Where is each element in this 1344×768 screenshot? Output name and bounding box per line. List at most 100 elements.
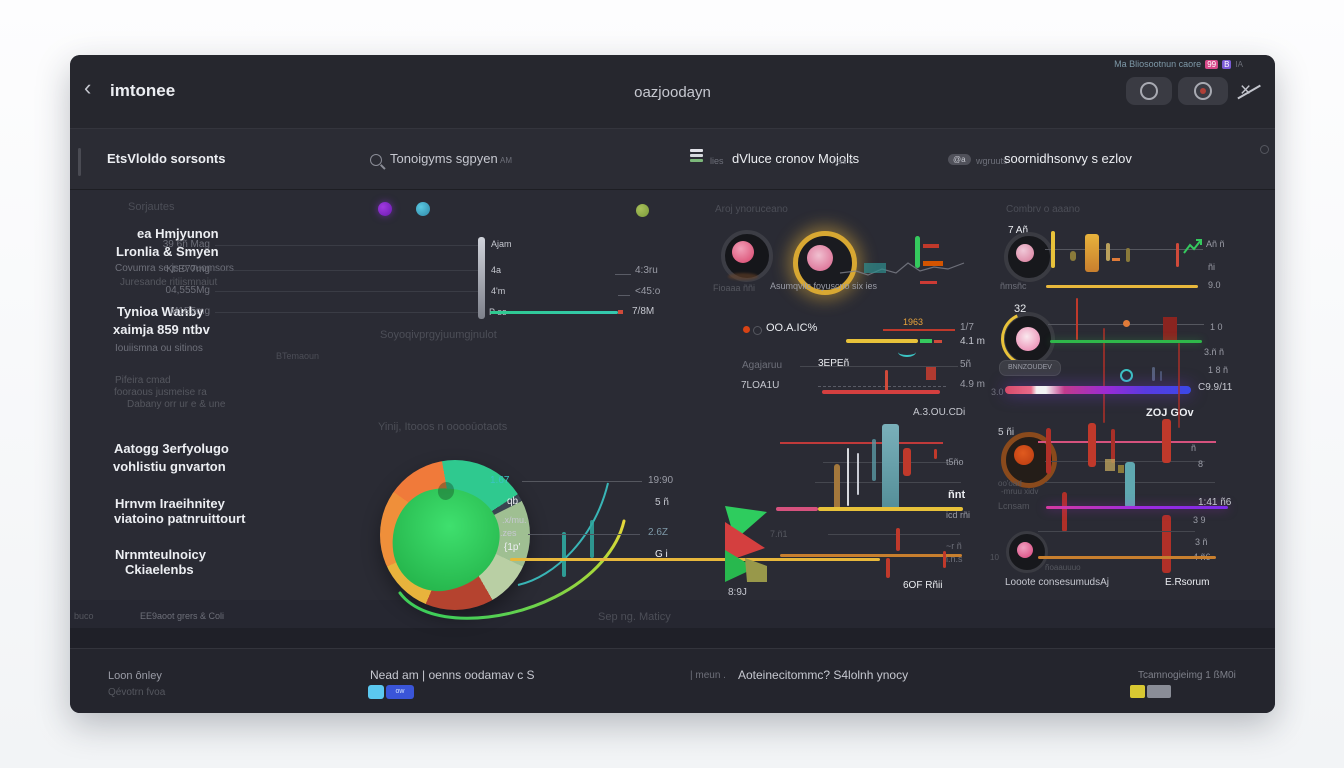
red-bar-4 [1162, 419, 1171, 463]
app-window: ‹ imtonee oazjoodayn Ma Bliosootnun caor… [70, 55, 1275, 713]
instrument-1-shadow [728, 273, 758, 280]
mid-teal-arc [898, 347, 916, 357]
right-gridline-1 [1045, 461, 1205, 462]
footer-badge-gray[interactable] [1147, 685, 1171, 698]
khaki-mark-3 [1126, 248, 1130, 262]
sidebar-item-6-line2[interactable]: vohlistiu gnvarton [113, 459, 226, 474]
record-button[interactable] [1178, 77, 1228, 105]
pie-label-4: .zes [500, 528, 517, 538]
strip-left-label: buco [74, 611, 94, 621]
search-icon[interactable] [370, 154, 382, 166]
sidebar-item-5-line2[interactable]: fooraous jusmeise ra [114, 387, 207, 398]
right-row3-value1: 1 0 [1210, 322, 1223, 332]
right-pill-badge[interactable]: BNNZOUDEV [999, 360, 1061, 376]
sidebar-item-5-line1[interactable]: Pifeira cmad [115, 375, 171, 386]
signal-circle-4[interactable] [1006, 531, 1048, 573]
sidebar-item-3-line1[interactable]: Tynioa Wanby [117, 304, 204, 319]
red-bar-1 [1046, 428, 1051, 474]
pie-value-1: 19:90 [648, 475, 674, 486]
signal-circle-2[interactable] [993, 304, 1063, 374]
alloc-row-mark: Ajam [491, 239, 512, 249]
gradient-progress-bar[interactable] [1005, 386, 1191, 394]
pie-label-3: .x/mu. [502, 515, 527, 525]
pie-leader-line [528, 534, 640, 535]
alloc-row-label: M1E5mg [169, 306, 210, 317]
mid-red-mark-1 [923, 244, 939, 248]
stacked-bars-icon [690, 149, 703, 164]
alloc-row-label: 39 6ñ Mag [162, 239, 210, 250]
right-bottom-label: Looote consesumudsAj [1005, 577, 1109, 588]
sidebar-item-1-line2[interactable]: Lronlia & Smyen [116, 244, 219, 259]
legend-dot-teal[interactable] [416, 202, 430, 216]
header-section4-prefix: wgruuts [976, 156, 1008, 166]
mid-mini-chart [839, 262, 965, 276]
blue-bar-1 [1152, 367, 1155, 381]
triangle-flag-icon[interactable] [721, 504, 769, 584]
right-row6-label: ñoaauuuo [1045, 563, 1081, 572]
pie-curves-overlay [398, 482, 626, 620]
window-center-title: oazjoodayn [634, 84, 711, 101]
instrument-1-label: Fioaaa ññi [713, 283, 756, 293]
signal-circle-1[interactable] [1004, 232, 1054, 282]
footer-badge-yellow[interactable] [1130, 685, 1145, 698]
allocation-pie-chart[interactable] [380, 460, 530, 610]
signal-1-core [1016, 244, 1034, 262]
sidebar-item-8-line1[interactable]: Nrnmteulnoicy [115, 547, 207, 562]
footer-badge-cyan[interactable] [368, 685, 384, 699]
sidebar-item-1-line1[interactable]: ea Hmjyunon [137, 226, 219, 241]
header-section-markets[interactable]: dVluce cronov Mojolts [732, 151, 860, 166]
titlebar-meta: Ma Bliosootnun caore 99 B IA [1114, 59, 1243, 69]
blue-bar-2 [1160, 371, 1162, 381]
header-scroll-handle[interactable] [78, 148, 81, 176]
legend-dot-purple[interactable] [378, 202, 392, 216]
sidebar-item-5-line3[interactable]: Dabany orr ur e & une [127, 399, 226, 410]
sidebar-item-6-line1[interactable]: Aatogg 3erfyolugo [114, 441, 229, 456]
pie-value-2: 5 ñ [655, 497, 669, 508]
red-bar-2 [1088, 423, 1096, 467]
header-section-accounts[interactable]: EtsVloldo sorsonts [107, 151, 226, 166]
red-spike-c [1178, 343, 1180, 428]
sidebar-item-8-line2[interactable]: Ckiaelenbs [125, 562, 194, 577]
right-highlight-value: ZOJ GOv [1146, 407, 1194, 419]
pie-label-5: {1p' [504, 542, 521, 553]
alloc-axis-bar[interactable] [478, 237, 485, 319]
instrument-circle-2[interactable] [793, 231, 857, 295]
clear-button[interactable]: × [1240, 80, 1252, 101]
right-value-6: 3 9 [1193, 515, 1206, 525]
right-row1-value2: ñi [1208, 262, 1216, 272]
footer-left-line1: Loon ônley [108, 670, 162, 682]
candle-white-1 [847, 448, 849, 506]
right-row5-value2: 8 [1198, 459, 1204, 469]
footer-mid-prefix: | meun . [690, 670, 726, 681]
avatar-button-1[interactable] [1126, 77, 1172, 105]
mid-row3-mid: 3EPEñ [818, 358, 850, 369]
header-section-search[interactable]: Tonoigyms sgpyen [390, 151, 498, 166]
sidebar-item-7-line2[interactable]: viatoino patnruittourt [114, 511, 246, 526]
red-spike-b [1103, 328, 1105, 423]
candle-tan-bar [834, 464, 840, 510]
right-header: Combrv o aaano [1006, 204, 1080, 215]
header-section-summary[interactable]: soornidhsonvy s ezlov [1004, 151, 1132, 166]
sidebar-item-2-line2[interactable]: Juresande ritiismnaiut [120, 277, 218, 288]
mid-green-tip [920, 339, 932, 343]
pie-label-1: 1.67 [490, 475, 510, 486]
orange-dot [1123, 320, 1130, 327]
khaki-mark-1 [1070, 251, 1076, 261]
sidebar-item-3-line2[interactable]: xaimja 859 ntbv [113, 322, 210, 337]
footer-badge-blue[interactable]: ow [386, 685, 414, 699]
mid-thick-red-bar [822, 390, 940, 394]
right-row1-value1: Añ ñ [1206, 239, 1225, 249]
meta-suffix: IA [1235, 59, 1243, 69]
gear-icon[interactable] [1260, 145, 1269, 154]
sidebar-item-2-line1[interactable]: Covumra se js o ouomsors [115, 263, 234, 274]
sidebar-item-4[interactable]: Iouiismna ou sitinos [115, 343, 203, 354]
legend-dot-green[interactable] [636, 204, 649, 217]
signal-3-core [1014, 445, 1034, 465]
sidebar-item-7-line1[interactable]: Hrnvm Iraeihnitey [115, 496, 225, 511]
right-row2-value: 9.0 [1208, 280, 1221, 290]
back-button[interactable]: ‹ [84, 75, 91, 101]
candle-teal-wide [882, 424, 899, 510]
pie-value-5: G i [655, 549, 668, 560]
mid-row1-value: 1/7 [960, 322, 974, 333]
mid-red-block [926, 367, 936, 380]
